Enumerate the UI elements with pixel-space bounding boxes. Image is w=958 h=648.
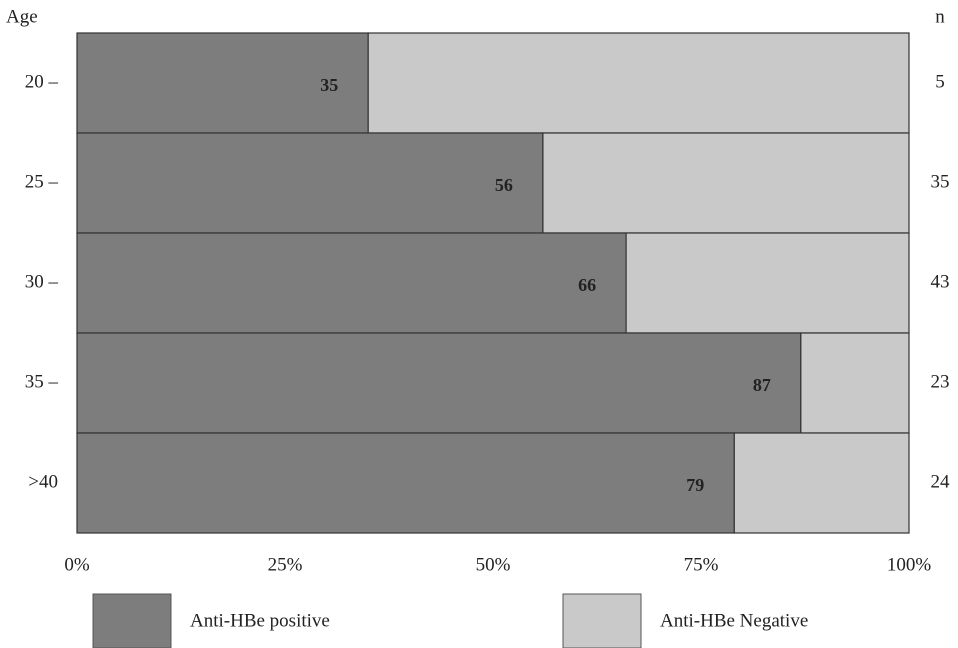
n-label: 5 [935,71,945,92]
x-tick-label: 100% [887,554,932,575]
y-tick-label: 20 – [25,71,59,92]
y-tick-label: 30 – [25,271,59,292]
y-tick-label: >40 [28,471,58,492]
bar-segment [76,232,627,334]
bar-segment [800,332,910,434]
data-label: 35 [320,75,338,95]
legend-label: Anti-HBe positive [190,610,330,631]
data-label: 87 [753,375,771,395]
bar-segment [625,232,910,334]
bar-segment [733,432,910,534]
x-tick-label: 50% [476,554,511,575]
bar-segment [367,32,910,134]
bar-segment [76,32,369,134]
data-label: 66 [578,275,596,295]
bar-segment [76,332,802,434]
legend-label: Anti-HBe Negative [660,610,808,631]
n-label: 23 [931,371,950,392]
y-tick-label: 35 – [25,371,59,392]
y-axis-label: Age [6,6,38,27]
n-label: 43 [931,271,950,292]
bar-segment [76,432,735,534]
bar-segment [76,132,544,234]
legend-swatch [92,593,172,648]
n-label: 24 [931,471,951,492]
x-tick-label: 25% [268,554,303,575]
x-tick-label: 75% [684,554,719,575]
bar-segment [542,132,910,234]
x-tick-label: 0% [64,554,90,575]
n-label: 35 [931,171,950,192]
data-label: 79 [686,475,704,495]
right-axis-label: n [935,6,945,27]
legend-swatch [562,593,642,648]
y-tick-label: 25 – [25,171,59,192]
data-label: 56 [495,175,513,195]
